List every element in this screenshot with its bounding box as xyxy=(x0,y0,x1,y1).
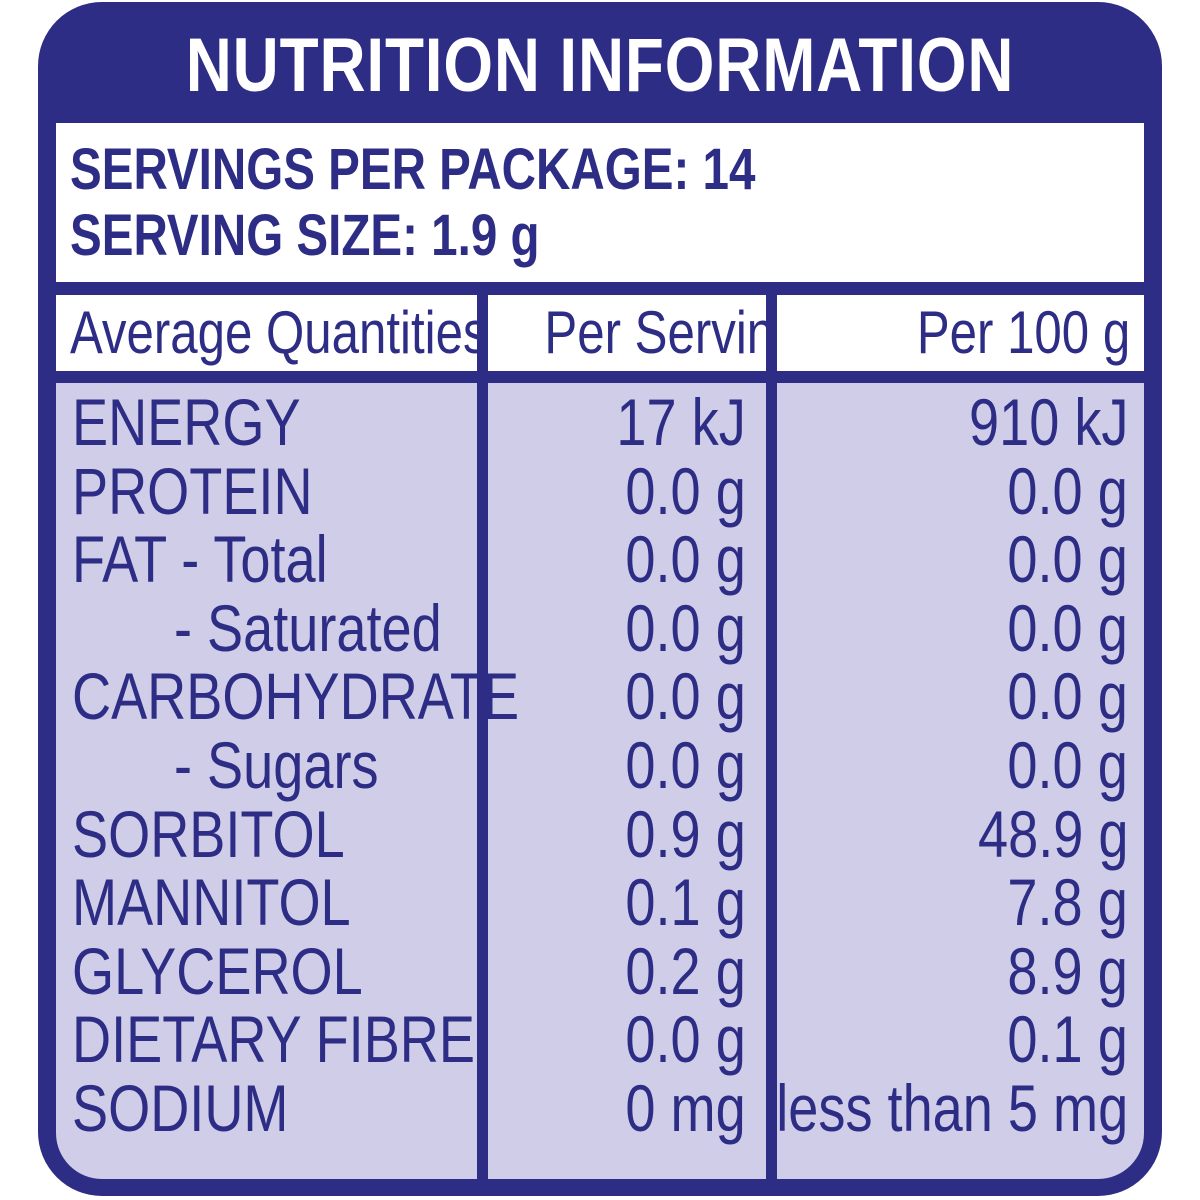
nutrient-name: GLYCEROL xyxy=(72,933,363,1008)
per-100g-value: 48.9 g xyxy=(977,796,1128,871)
table-row: ENERGY 17 kJ 910 kJ xyxy=(38,388,1162,456)
table-row: SORBITOL 0.9 g 48.9 g xyxy=(38,800,1162,868)
per-serving-value: 0.0 g xyxy=(625,453,746,528)
header-average-quantities: Average Quantities xyxy=(56,295,477,371)
table-row: - Sugars 0.0 g 0.0 g xyxy=(38,731,1162,799)
header-average-quantities-label: Average Quantities xyxy=(70,299,477,366)
per-100g-value: less than 5 mg xyxy=(776,1071,1128,1145)
per-100g-value: 8.9 g xyxy=(1007,933,1128,1008)
per-serving-value: 0.1 g xyxy=(625,865,746,940)
table-row: - Saturated 0.0 g 0.0 g xyxy=(38,594,1162,662)
nutrition-panel: NUTRITION INFORMATION SERVINGS PER PACKA… xyxy=(38,2,1162,1196)
table-row: GLYCEROL 0.2 g 8.9 g xyxy=(38,937,1162,1005)
nutrient-name: MANNITOL xyxy=(72,865,351,940)
nutrient-name: - Saturated xyxy=(174,590,442,665)
per-serving-value: 0.0 g xyxy=(625,522,746,597)
per-100g-value: 0.0 g xyxy=(1007,659,1128,734)
column-per-100g-body xyxy=(777,383,1144,1179)
panel-title: NUTRITION INFORMATION xyxy=(185,23,1015,108)
table-row: MANNITOL 0.1 g 7.8 g xyxy=(38,868,1162,936)
nutrient-name: SORBITOL xyxy=(72,796,345,871)
nutrient-name: CARBOHYDRATE xyxy=(72,659,520,734)
per-100g-value: 910 kJ xyxy=(968,385,1128,459)
per-100g-value: 7.8 g xyxy=(1007,865,1128,940)
per-100g-value: 0.1 g xyxy=(1007,1002,1128,1077)
per-serving-value: 17 kJ xyxy=(616,385,746,459)
per-100g-value: 0.0 g xyxy=(1007,590,1128,665)
per-serving-value: 0.0 g xyxy=(625,590,746,665)
nutrient-name: PROTEIN xyxy=(72,453,313,528)
header-per-100g-label: Per 100 g xyxy=(916,299,1130,366)
per-serving-value: 0.0 g xyxy=(625,659,746,734)
header-per-100g: Per 100 g xyxy=(777,295,1144,371)
table-row: FAT - Total 0.0 g 0.0 g xyxy=(38,525,1162,593)
per-100g-value: 0.0 g xyxy=(1007,728,1128,802)
nutrient-name: SODIUM xyxy=(72,1071,289,1145)
per-100g-value: 0.0 g xyxy=(1007,522,1128,597)
table-row: CARBOHYDRATE 0.0 g 0.0 g xyxy=(38,662,1162,730)
header-per-serving-label: Per Serving xyxy=(544,299,766,366)
nutrient-name: DIETARY FIBRE xyxy=(72,1002,476,1077)
table-row: DIETARY FIBRE 0.0 g 0.1 g xyxy=(38,1005,1162,1073)
per-serving-value: 0.9 g xyxy=(625,796,746,871)
per-serving-value: 0.0 g xyxy=(625,728,746,802)
nutrient-name: FAT - Total xyxy=(72,522,328,597)
nutrient-name: - Sugars xyxy=(174,728,379,802)
per-100g-value: 0.0 g xyxy=(1007,453,1128,528)
per-serving-value: 0 mg xyxy=(625,1071,746,1145)
serving-size: SERVING SIZE: 1.9 g xyxy=(70,203,540,268)
nutrient-name: ENERGY xyxy=(72,385,301,459)
servings-per-package: SERVINGS PER PACKAGE: 14 xyxy=(70,137,756,202)
per-serving-value: 0.2 g xyxy=(625,933,746,1008)
table-row: PROTEIN 0.0 g 0.0 g xyxy=(38,457,1162,525)
table-row: SODIUM 0 mg less than 5 mg xyxy=(38,1074,1162,1142)
per-serving-value: 0.0 g xyxy=(625,1002,746,1077)
column-per-serving-body xyxy=(488,383,766,1179)
column-quantities-body xyxy=(56,383,477,1179)
header-per-serving: Per Serving xyxy=(488,295,766,371)
serving-info-box: SERVINGS PER PACKAGE: 14 SERVING SIZE: 1… xyxy=(56,123,1144,282)
